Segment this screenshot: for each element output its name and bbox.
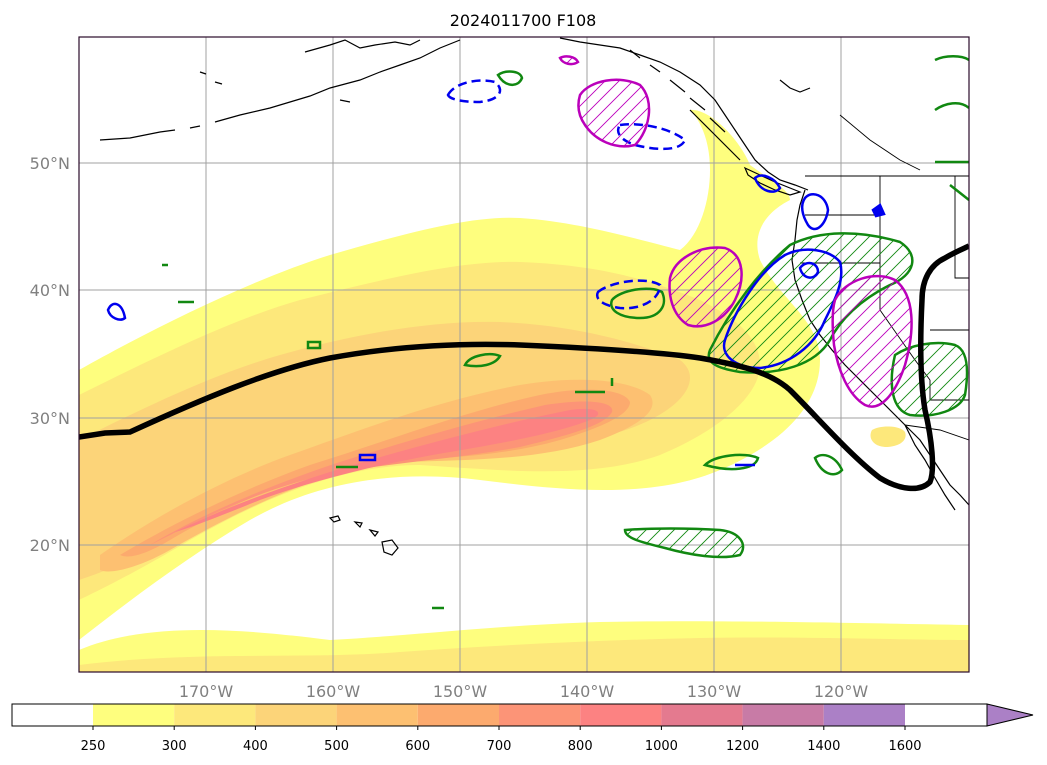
lon-label-160w: 160°W: [306, 682, 361, 701]
lat-label-50n: 50°N: [30, 154, 70, 173]
blue-marker: [875, 210, 881, 216]
blue-contour-3: [798, 261, 820, 279]
coastline-vancouver-island: [743, 166, 802, 196]
green-contour-1: [610, 287, 666, 320]
green-contour-7: [162, 263, 614, 610]
colorbar-swatch: [93, 704, 175, 726]
colorbar-swatch: [742, 704, 824, 726]
colorbar-ticks: 250 300 400 500 600 700 800 1000 1200 1400 1600: [81, 726, 922, 754]
lon-label-120w: 120°W: [814, 682, 869, 701]
colorbar-swatch: [661, 704, 743, 726]
green-contour-6: [934, 55, 969, 201]
latitude-labels: 50°N 40°N 30°N 20°N: [30, 154, 70, 555]
coastline-alaska-islands: [629, 49, 726, 133]
plot-content: [79, 37, 969, 672]
coastline-hawaii: [328, 515, 399, 556]
colorbar-swatch: [336, 704, 418, 726]
colorbar-tick-label: 500: [324, 739, 349, 754]
magenta-contour-gulf-alaska: [577, 78, 651, 148]
filled-contours: [79, 109, 969, 672]
colorbar-swatch: [174, 704, 256, 726]
lon-label-140w: 140°W: [560, 682, 615, 701]
green-contour-5: [496, 70, 524, 86]
colorbar-swatch: [417, 704, 499, 726]
colorbar-extend-arrow: [986, 703, 1034, 727]
blue-contour-dashed-2: [616, 123, 687, 151]
colorbar-tick-label: 1000: [645, 739, 678, 754]
magenta-contours: [558, 55, 913, 408]
contour-fill-800: [175, 408, 599, 532]
colorbar-swatch: [580, 704, 662, 726]
lon-label-150w: 150°W: [433, 682, 488, 701]
coastline-alaska-south: [304, 37, 809, 191]
green-contour-3: [702, 453, 760, 471]
blue-contour-washington: [800, 193, 830, 231]
colorbar-swatch: [255, 704, 337, 726]
colorbar-tick-label: 1400: [807, 739, 840, 754]
jet-axis-line: [79, 243, 969, 492]
colorbar: 250 300 400 500 600 700 800 1000 1200 1400 1600: [11, 703, 1034, 754]
lat-label-20n: 20°N: [30, 536, 70, 555]
magenta-contour-offshore: [668, 246, 743, 328]
colorbar-tick-label: 250: [81, 739, 106, 754]
longitude-labels: 170°W 160°W 150°W 140°W 130°W 120°W: [179, 682, 869, 701]
border-canada-interior: [839, 114, 921, 171]
lon-label-130w: 130°W: [687, 682, 742, 701]
colorbar-swatches: [12, 704, 905, 726]
colorbar-tick-label: 1200: [726, 739, 759, 754]
lat-label-40n: 40°N: [30, 281, 70, 300]
colorbar-tick-label: 300: [162, 739, 187, 754]
blue-contour-coast: [722, 248, 843, 370]
green-contour-4: [813, 453, 844, 476]
colorbar-tick-label: 1600: [888, 739, 921, 754]
colorbar-swatch: [499, 704, 581, 726]
blue-contour-dashed-3: [596, 279, 662, 310]
colorbar-swatch: [823, 704, 905, 726]
map-title: 2024011700 F108: [450, 11, 597, 30]
colorbar-tick-label: 800: [568, 739, 593, 754]
coastline-misc-islands: [199, 71, 811, 103]
magenta-contour-small: [558, 55, 580, 66]
colorbar-tick-label: 700: [487, 739, 512, 754]
magenta-contour-california: [831, 274, 913, 408]
coastline-aleutians: [99, 39, 461, 141]
green-contour-sw-desert: [890, 341, 969, 417]
lon-label-170w: 170°W: [179, 682, 234, 701]
green-contour-2: [463, 353, 502, 368]
green-contour-mid-pacific: [623, 527, 745, 559]
blue-contour-4: [106, 302, 127, 321]
colorbar-swatch: [12, 704, 93, 726]
blue-contour-5: [358, 453, 755, 467]
contour-fill-coastal: [870, 426, 906, 447]
colorbar-tick-label: 600: [405, 739, 430, 754]
blue-contour-vancouver: [753, 174, 782, 193]
plot-frame: [78, 36, 970, 673]
coastline-canada: [689, 109, 741, 161]
contour-fill-300-south: [79, 637, 969, 672]
border-us-mexico: [904, 424, 969, 441]
colorbar-tick-label: 400: [243, 739, 268, 754]
lat-label-30n: 30°N: [30, 409, 70, 428]
